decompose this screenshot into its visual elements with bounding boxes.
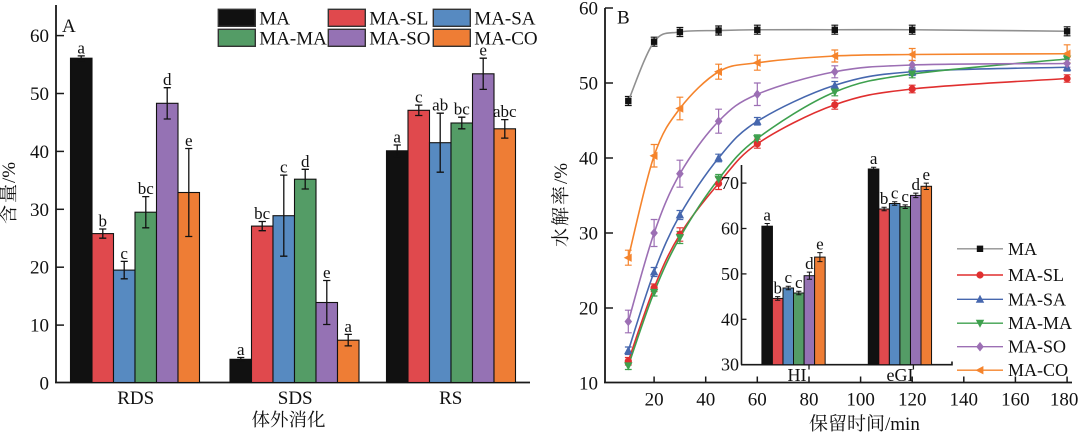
svg-text:80: 80: [800, 390, 819, 411]
svg-text:MA: MA: [259, 8, 290, 29]
svg-text:RS: RS: [439, 388, 462, 409]
svg-text:bc: bc: [138, 179, 155, 198]
svg-text:a: a: [344, 317, 352, 336]
svg-text:d: d: [912, 175, 921, 194]
svg-text:MA-CO: MA-CO: [1008, 360, 1068, 380]
svg-text:a: a: [237, 340, 245, 359]
svg-text:140: 140: [950, 390, 979, 411]
svg-text:c: c: [120, 244, 128, 263]
svg-text:MA-SO: MA-SO: [1008, 337, 1066, 357]
svg-text:30: 30: [721, 355, 739, 375]
svg-text:20: 20: [579, 299, 598, 320]
svg-text:0: 0: [40, 374, 50, 395]
svg-text:abc: abc: [493, 102, 517, 121]
svg-text:a: a: [763, 206, 771, 225]
svg-text:c: c: [795, 273, 803, 292]
svg-text:20: 20: [645, 390, 664, 411]
svg-text:/%: /%: [551, 163, 572, 184]
svg-text:60: 60: [579, 0, 598, 20]
svg-text:60: 60: [721, 219, 739, 239]
svg-text:MA-CO: MA-CO: [474, 28, 537, 49]
svg-text:c: c: [280, 158, 288, 177]
svg-text:e: e: [923, 165, 931, 184]
svg-text:100: 100: [846, 390, 875, 411]
svg-text:180: 180: [1050, 390, 1079, 411]
svg-text:30: 30: [579, 224, 598, 245]
svg-text:b: b: [880, 189, 889, 208]
svg-text:120: 120: [898, 390, 927, 411]
svg-text:d: d: [301, 152, 310, 171]
svg-text:RDS: RDS: [117, 388, 154, 409]
svg-text:MA-SA: MA-SA: [1008, 289, 1066, 309]
svg-text:a: a: [77, 38, 85, 57]
svg-text:b: b: [99, 212, 108, 231]
svg-text:A: A: [62, 16, 76, 37]
svg-text:B: B: [617, 8, 630, 29]
svg-text:HI: HI: [788, 365, 807, 385]
svg-text:SDS: SDS: [278, 388, 313, 409]
svg-text:e: e: [185, 131, 193, 150]
svg-text:c: c: [415, 88, 423, 107]
svg-text:MA-MA: MA-MA: [259, 28, 327, 49]
svg-text:ab: ab: [432, 96, 448, 115]
svg-text:d: d: [805, 254, 814, 273]
svg-text:c: c: [891, 184, 899, 203]
svg-text:MA-SL: MA-SL: [1008, 265, 1064, 285]
svg-text:40: 40: [30, 142, 49, 163]
svg-text:d: d: [163, 70, 172, 89]
svg-text:60: 60: [748, 390, 767, 411]
svg-text:20: 20: [30, 258, 49, 279]
svg-text:40: 40: [696, 390, 715, 411]
svg-text:MA: MA: [1008, 239, 1037, 259]
svg-text:MA-MA: MA-MA: [1008, 313, 1072, 333]
svg-text:40: 40: [579, 149, 598, 170]
svg-text:10: 10: [30, 316, 49, 337]
svg-text:MA-SA: MA-SA: [474, 8, 536, 29]
svg-text:a: a: [870, 149, 878, 168]
svg-text:c: c: [901, 187, 909, 206]
svg-text:30: 30: [30, 200, 49, 221]
svg-text:MA-SO: MA-SO: [369, 28, 430, 49]
svg-text:/min: /min: [885, 414, 920, 434]
svg-text:e: e: [323, 263, 331, 282]
svg-text:a: a: [393, 128, 401, 147]
svg-text:10: 10: [579, 374, 598, 395]
svg-text:e: e: [479, 41, 487, 60]
svg-text:e: e: [816, 235, 824, 254]
svg-text:MA-SL: MA-SL: [369, 8, 428, 29]
svg-text:bc: bc: [454, 100, 471, 119]
svg-text:/%: /%: [0, 162, 20, 183]
svg-text:50: 50: [579, 74, 598, 95]
svg-text:50: 50: [721, 264, 739, 284]
svg-text:b: b: [773, 279, 782, 298]
svg-text:bc: bc: [254, 204, 271, 223]
svg-text:c: c: [785, 268, 793, 287]
svg-text:70: 70: [721, 173, 739, 193]
svg-text:160: 160: [1001, 390, 1030, 411]
svg-text:50: 50: [30, 84, 49, 105]
svg-text:40: 40: [721, 309, 739, 329]
svg-text:60: 60: [30, 26, 49, 47]
svg-text:eGI: eGI: [887, 365, 914, 385]
